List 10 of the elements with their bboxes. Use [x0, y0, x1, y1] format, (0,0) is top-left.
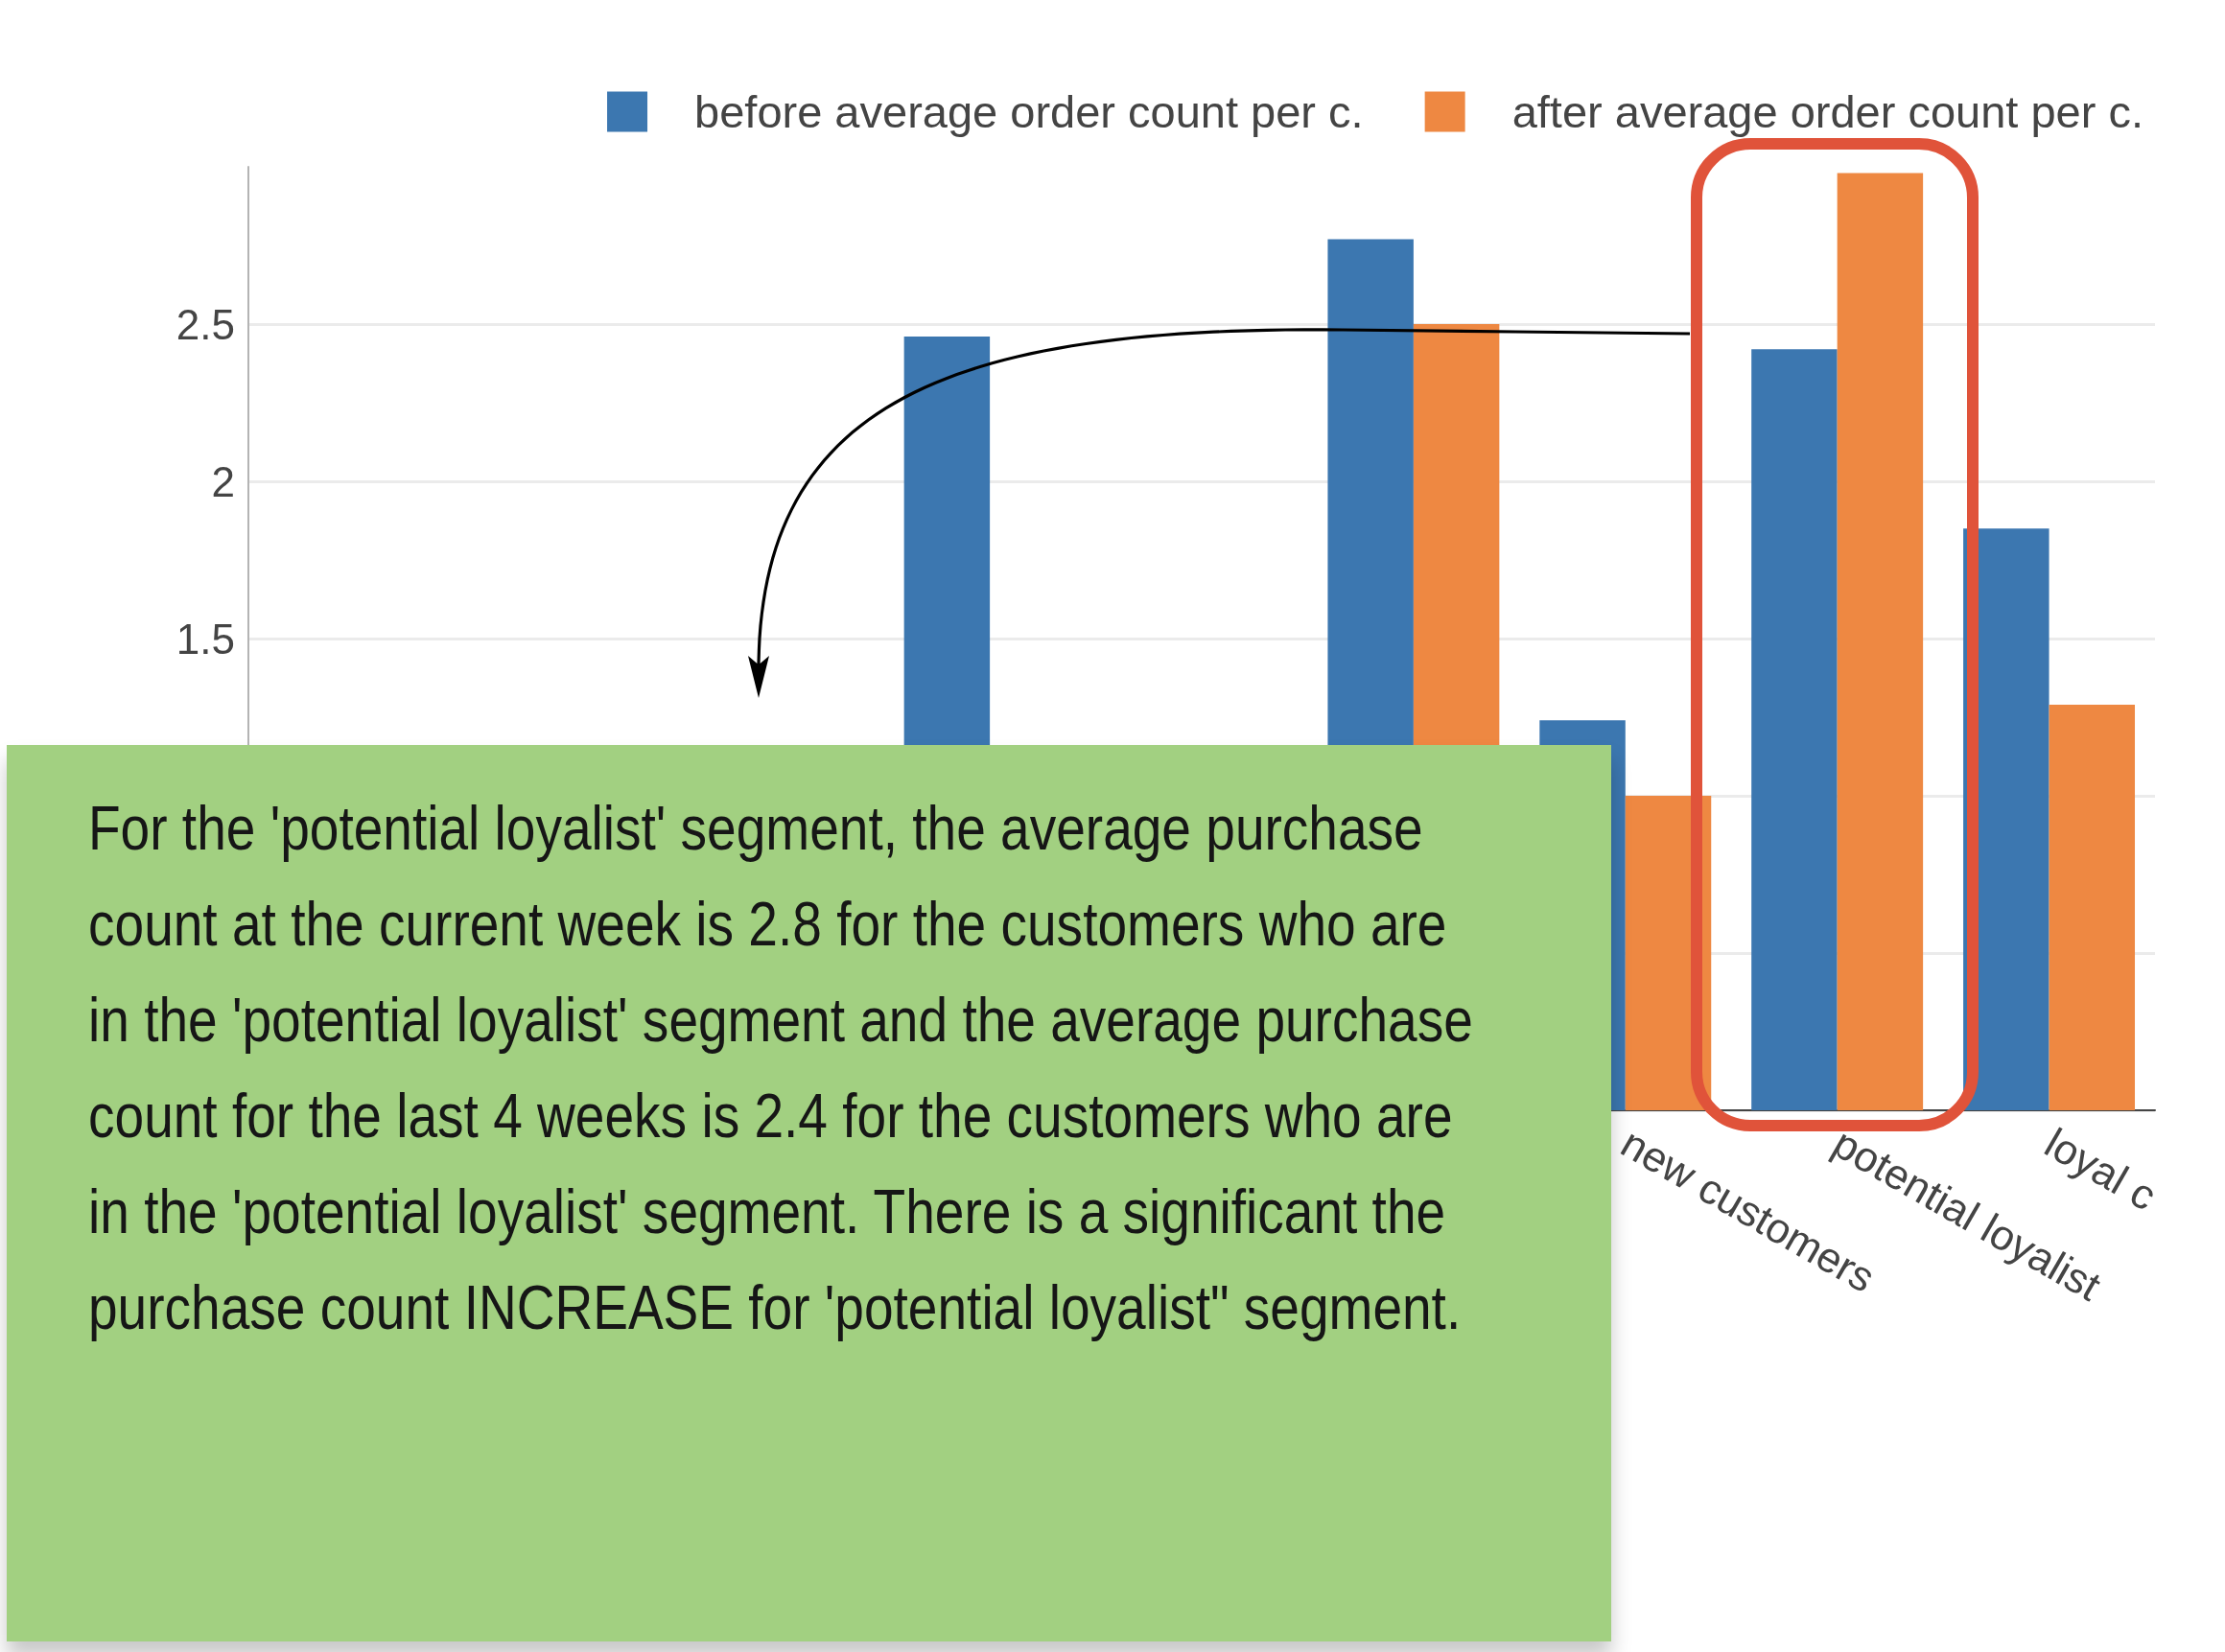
bar [2049, 704, 2136, 1110]
y-tick-label: 2.5 [176, 300, 235, 348]
bar [1837, 173, 1924, 1110]
y-tick-label: 2 [211, 457, 235, 505]
bar [1751, 349, 1838, 1110]
legend-label: after average order count per c. [1511, 86, 2144, 137]
legend-label: before average order count per c. [694, 86, 1364, 137]
y-tick-label: 1.5 [176, 615, 235, 663]
annotation: For the 'potential loyalist' segment, the average purchase count at the current week is 2.8 for the customers who are in the 'potential loyalist' segment and the average purchase count for the last 4 weeks is 2.4 for the customers who are in the 'potential loyalist' segment. There is a significant the purchase count INCREASE for 'potential loyalist" segment. [88, 793, 1474, 1344]
x-tick-label: loyal c [2037, 1118, 2165, 1220]
